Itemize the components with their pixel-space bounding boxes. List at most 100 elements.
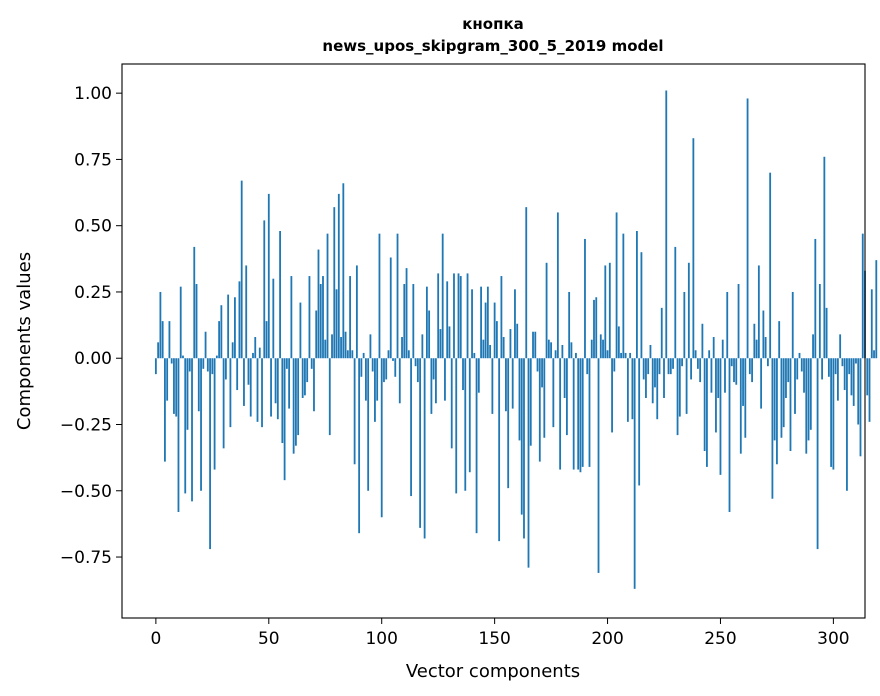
bar xyxy=(414,358,417,367)
bar xyxy=(389,257,392,359)
bar xyxy=(669,358,672,375)
bar xyxy=(247,358,250,385)
bar xyxy=(279,231,281,359)
bar xyxy=(672,358,674,369)
bar xyxy=(699,358,702,383)
bar xyxy=(645,358,647,398)
bar xyxy=(769,172,772,359)
bar xyxy=(206,358,209,372)
bar xyxy=(164,358,166,462)
bar xyxy=(642,358,645,380)
bar xyxy=(423,358,426,539)
bar xyxy=(523,358,525,539)
bar xyxy=(622,233,625,359)
bar xyxy=(676,358,679,436)
bar xyxy=(480,286,482,359)
bar xyxy=(850,358,853,396)
bar xyxy=(803,358,805,393)
bar xyxy=(651,358,654,404)
bar xyxy=(748,358,751,375)
bar xyxy=(640,252,643,359)
bar xyxy=(371,358,374,372)
bar xyxy=(708,350,711,359)
bar xyxy=(742,358,744,406)
y-tick-label: 1.00 xyxy=(74,84,112,104)
bar xyxy=(613,358,616,372)
bar xyxy=(500,276,503,359)
bar xyxy=(527,358,530,568)
bar xyxy=(857,358,860,425)
bar xyxy=(861,233,864,359)
bar xyxy=(554,350,557,359)
bar xyxy=(873,350,875,359)
bar xyxy=(191,358,193,502)
bar xyxy=(663,358,665,398)
bar xyxy=(667,358,670,375)
bar xyxy=(654,358,656,388)
bar xyxy=(814,238,817,359)
bar xyxy=(730,358,733,367)
bar xyxy=(353,358,356,465)
bar xyxy=(563,358,566,398)
bar xyxy=(360,358,363,377)
bar xyxy=(751,358,753,383)
bar xyxy=(608,262,611,359)
bar xyxy=(177,358,180,512)
bar xyxy=(728,358,731,512)
bar xyxy=(224,358,227,380)
bar xyxy=(834,358,837,375)
bar xyxy=(547,339,550,359)
bar xyxy=(514,289,516,359)
bar xyxy=(755,339,758,359)
bar xyxy=(846,358,848,491)
bar xyxy=(604,265,607,359)
bar xyxy=(852,358,855,406)
bar xyxy=(493,302,496,359)
bar xyxy=(760,358,763,409)
bar xyxy=(778,321,781,359)
bar xyxy=(866,358,869,396)
bar xyxy=(597,358,600,573)
bar xyxy=(236,358,239,391)
bar xyxy=(606,350,609,359)
bar xyxy=(394,358,397,377)
bar xyxy=(785,358,787,398)
bar xyxy=(832,358,835,470)
bar xyxy=(437,273,440,359)
bar xyxy=(744,358,747,438)
bar xyxy=(706,358,708,467)
bar xyxy=(398,358,401,404)
bar xyxy=(545,262,548,359)
bar xyxy=(455,358,458,494)
bar xyxy=(543,358,546,438)
bar xyxy=(283,358,286,481)
bar xyxy=(428,310,431,359)
bar xyxy=(841,358,844,367)
bar xyxy=(534,331,537,359)
chart-title: кнопка xyxy=(462,15,524,33)
bar xyxy=(631,358,634,420)
bar xyxy=(175,358,178,417)
bar xyxy=(466,273,469,359)
x-tick-label: 250 xyxy=(704,629,736,649)
bar xyxy=(787,358,790,383)
bar xyxy=(687,262,690,359)
bar xyxy=(536,358,539,372)
bar xyxy=(771,358,774,499)
bar xyxy=(421,334,424,359)
bar xyxy=(288,358,291,409)
bar xyxy=(837,358,839,401)
bar xyxy=(407,350,410,359)
bar xyxy=(335,289,338,359)
bar xyxy=(211,358,214,375)
bar xyxy=(227,294,230,359)
bar xyxy=(258,347,261,359)
bar xyxy=(410,358,412,497)
bar xyxy=(595,297,598,359)
bar xyxy=(378,233,381,359)
bar xyxy=(358,358,361,534)
bar xyxy=(218,321,221,359)
bar xyxy=(737,284,740,359)
bar xyxy=(561,344,564,359)
x-axis-ticks: 0 50 100 150 200 250 300 xyxy=(150,618,850,649)
